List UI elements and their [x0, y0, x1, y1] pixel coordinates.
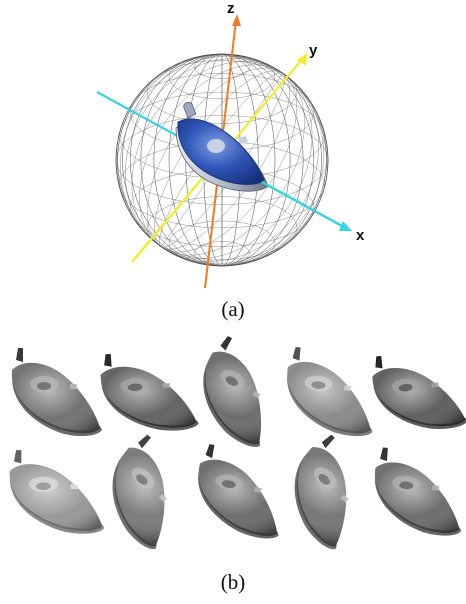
y-axis-label: y	[309, 42, 318, 59]
rendered-view-8	[198, 444, 279, 539]
rendered-views-grid	[9, 335, 466, 550]
y-axis-front-segment	[131, 185, 197, 263]
x-axis-label: x	[356, 227, 365, 244]
rendered-view-7	[112, 434, 168, 550]
panel-b: (b)	[9, 335, 466, 594]
y-axis-arrowhead	[297, 53, 307, 66]
rendered-view-4	[287, 346, 373, 437]
wireframe-sphere	[115, 53, 329, 267]
rendered-view-9	[294, 434, 349, 550]
caption-a: (a)	[221, 297, 244, 321]
rendered-view-1	[11, 348, 102, 437]
rendered-view-3	[203, 335, 262, 447]
caption-b: (b)	[221, 570, 246, 594]
iron-model-icon	[175, 102, 269, 192]
x-axis-arrowhead	[339, 221, 352, 231]
rendered-view-2	[100, 353, 199, 431]
panel-a: x y z (a)	[96, 0, 365, 321]
rendered-view-6	[9, 450, 105, 534]
rendered-view-5	[372, 355, 466, 429]
z-axis-arrowhead	[232, 14, 241, 26]
z-axis-label: z	[227, 0, 235, 17]
x-axis-front-segment	[261, 181, 343, 227]
rendered-view-10	[374, 447, 462, 536]
